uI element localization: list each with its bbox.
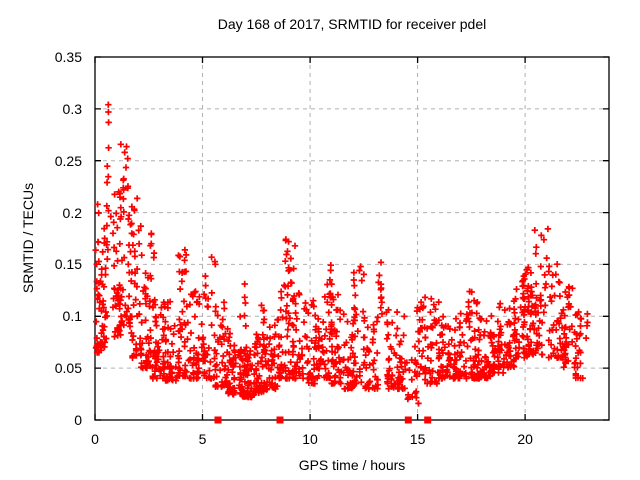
- x-tick-label: 5: [198, 431, 207, 447]
- axis-tick-marks: [94, 56, 609, 421]
- y-tick-label: 0.35: [54, 49, 82, 65]
- y-tick-label: 0.3: [62, 100, 82, 117]
- y-tick-label: 0.05: [54, 360, 82, 377]
- x-tick-label: 0: [91, 431, 99, 447]
- y-tick-label: 0.25: [54, 152, 82, 169]
- y-tick-label: 0.2: [62, 204, 82, 221]
- x-axis-label: GPS time / hours: [298, 457, 406, 473]
- grid-lines: [95, 57, 609, 420]
- y-tick-label: 0: [74, 412, 82, 428]
- x-tick-label: 10: [302, 431, 318, 447]
- scatter-points: [92, 101, 591, 407]
- event-markers: [214, 416, 432, 424]
- plot-border: [94, 56, 610, 421]
- chart-title: Day 168 of 2017, SRMTID for receiver pde…: [217, 16, 487, 32]
- x-tick-label: 20: [517, 431, 533, 447]
- y-tick-label: 0.15: [54, 256, 82, 273]
- y-axis-label: SRMTID / TECUs: [20, 182, 36, 294]
- y-tick-label: 0.1: [62, 308, 82, 325]
- x-tick-label: 15: [409, 431, 426, 447]
